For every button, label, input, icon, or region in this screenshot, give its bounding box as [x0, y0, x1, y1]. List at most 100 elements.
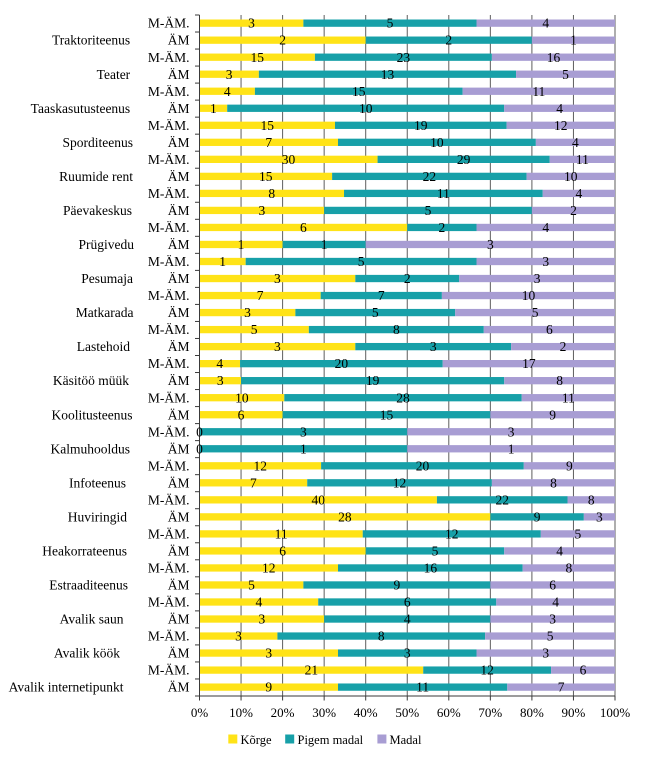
svg-text:4: 4: [224, 84, 231, 99]
svg-text:M-ÄM.: M-ÄM.: [148, 118, 190, 133]
svg-text:12: 12: [254, 458, 268, 473]
svg-text:M-ÄM.: M-ÄM.: [148, 220, 190, 235]
svg-text:0: 0: [196, 424, 203, 439]
svg-text:11: 11: [275, 526, 288, 541]
svg-text:4: 4: [575, 186, 582, 201]
svg-text:2: 2: [560, 339, 567, 354]
svg-text:ÄM: ÄM: [168, 680, 190, 695]
svg-text:5: 5: [425, 203, 432, 218]
svg-text:60%: 60%: [437, 705, 461, 720]
svg-text:12: 12: [480, 663, 494, 678]
svg-text:8: 8: [588, 492, 595, 507]
svg-text:11: 11: [562, 390, 575, 405]
svg-text:8: 8: [378, 629, 385, 644]
svg-text:16: 16: [547, 50, 561, 65]
svg-text:ÄM: ÄM: [168, 237, 190, 252]
svg-text:M-ÄM.: M-ÄM.: [148, 322, 190, 337]
svg-text:1: 1: [210, 101, 217, 116]
svg-text:ÄM: ÄM: [168, 169, 190, 184]
svg-text:20: 20: [335, 356, 349, 371]
svg-text:M-ÄM.: M-ÄM.: [148, 424, 190, 439]
svg-text:90%: 90%: [562, 705, 586, 720]
svg-text:Avalik internetipunkt: Avalik internetipunkt: [9, 680, 124, 695]
svg-text:Teater: Teater: [97, 67, 131, 82]
svg-text:ÄM: ÄM: [168, 305, 190, 320]
svg-text:M-ÄM.: M-ÄM.: [148, 390, 190, 405]
svg-text:11: 11: [437, 186, 450, 201]
svg-text:1: 1: [219, 254, 226, 269]
svg-text:3: 3: [430, 339, 437, 354]
svg-text:22: 22: [423, 169, 437, 184]
svg-text:Ruumide rent: Ruumide rent: [59, 169, 133, 184]
svg-text:19: 19: [414, 118, 428, 133]
svg-text:ÄM: ÄM: [168, 646, 190, 661]
svg-text:9: 9: [265, 680, 272, 695]
svg-text:7: 7: [378, 288, 385, 303]
svg-text:11: 11: [576, 152, 589, 167]
svg-text:5: 5: [532, 305, 539, 320]
svg-text:30%: 30%: [312, 705, 336, 720]
svg-text:Pesumaja: Pesumaja: [81, 271, 133, 286]
svg-text:5: 5: [547, 629, 554, 644]
svg-text:Käsitöö müük: Käsitöö müük: [53, 373, 129, 388]
svg-text:1: 1: [238, 237, 245, 252]
svg-text:8: 8: [550, 475, 557, 490]
svg-text:M-ÄM.: M-ÄM.: [148, 186, 190, 201]
svg-text:2: 2: [279, 33, 286, 48]
svg-text:4: 4: [556, 543, 563, 558]
svg-text:10: 10: [522, 288, 536, 303]
svg-text:ÄM: ÄM: [168, 407, 190, 422]
svg-text:6: 6: [546, 322, 553, 337]
svg-text:2: 2: [439, 220, 446, 235]
svg-text:5: 5: [562, 67, 569, 82]
svg-text:ÄM: ÄM: [168, 373, 190, 388]
svg-text:7: 7: [257, 288, 264, 303]
svg-text:5: 5: [575, 526, 582, 541]
svg-text:ÄM: ÄM: [168, 67, 190, 82]
svg-text:M-ÄM.: M-ÄM.: [148, 595, 190, 610]
svg-text:3: 3: [596, 509, 603, 524]
svg-text:M-ÄM.: M-ÄM.: [148, 526, 190, 541]
svg-text:Madal: Madal: [390, 733, 422, 747]
svg-text:28: 28: [338, 509, 352, 524]
svg-text:15: 15: [260, 118, 274, 133]
svg-text:3: 3: [487, 237, 494, 252]
svg-text:3: 3: [274, 339, 281, 354]
svg-text:ÄM: ÄM: [168, 509, 190, 524]
svg-text:6: 6: [279, 543, 286, 558]
svg-text:5: 5: [358, 254, 365, 269]
svg-text:8: 8: [393, 322, 400, 337]
svg-text:ÄM: ÄM: [168, 271, 190, 286]
svg-text:11: 11: [416, 680, 429, 695]
svg-text:M-ÄM.: M-ÄM.: [148, 288, 190, 303]
svg-text:ÄM: ÄM: [168, 203, 190, 218]
svg-text:ÄM: ÄM: [168, 441, 190, 456]
svg-text:8: 8: [556, 373, 563, 388]
svg-text:9: 9: [393, 578, 400, 593]
svg-text:Heakorrateenus: Heakorrateenus: [42, 543, 127, 558]
svg-text:M-ÄM.: M-ÄM.: [148, 16, 190, 31]
svg-text:10%: 10%: [229, 705, 253, 720]
svg-text:11: 11: [532, 84, 545, 99]
svg-text:12: 12: [393, 475, 407, 490]
svg-text:Estraaditeenus: Estraaditeenus: [49, 578, 128, 593]
svg-text:M-ÄM.: M-ÄM.: [148, 629, 190, 644]
svg-text:Avalik köök: Avalik köök: [54, 646, 120, 661]
svg-text:12: 12: [445, 526, 459, 541]
svg-text:1: 1: [508, 441, 515, 456]
svg-text:3: 3: [217, 373, 224, 388]
svg-text:3: 3: [508, 424, 515, 439]
svg-text:40: 40: [311, 492, 325, 507]
svg-text:3: 3: [542, 254, 549, 269]
svg-text:70%: 70%: [478, 705, 502, 720]
svg-text:12: 12: [554, 118, 568, 133]
svg-text:4: 4: [556, 101, 563, 116]
svg-text:8: 8: [268, 186, 275, 201]
svg-text:Kalmuhooldus: Kalmuhooldus: [51, 441, 131, 456]
svg-text:20: 20: [416, 458, 430, 473]
svg-text:5: 5: [432, 543, 439, 558]
svg-text:13: 13: [381, 67, 395, 82]
svg-text:M-ÄM.: M-ÄM.: [148, 561, 190, 576]
svg-text:12: 12: [262, 561, 276, 576]
svg-text:3: 3: [274, 271, 281, 286]
